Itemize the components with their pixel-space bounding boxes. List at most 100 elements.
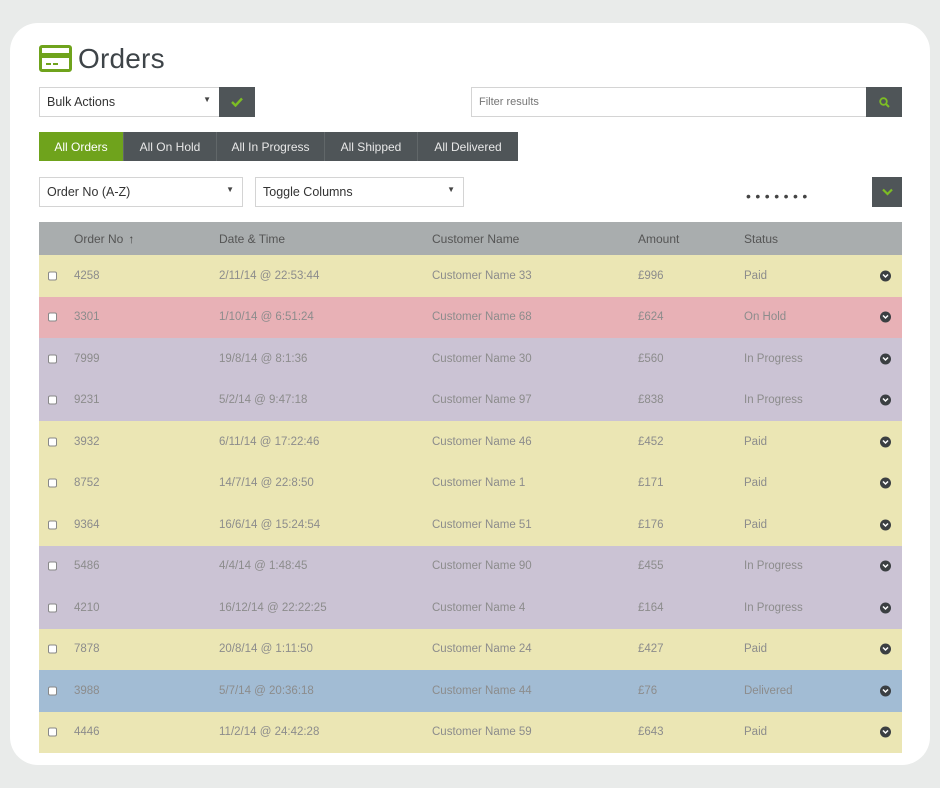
bulk-actions-label: Bulk Actions [47, 95, 116, 109]
row-checkbox[interactable] [48, 312, 57, 322]
cell-status: Paid [744, 726, 768, 739]
tab-all-shipped[interactable]: All Shipped [325, 132, 418, 161]
table-row: 8752 14/7/14 @ 22:8:50 Customer Name 1 £171… [39, 462, 902, 504]
cell-date-time: 16/12/14 @ 22:22:25 [219, 601, 327, 614]
orders-table: Order No ↑ Date & Time Customer Name Amou… [39, 222, 902, 753]
credit-card-icon [39, 45, 72, 72]
row-checkbox[interactable] [48, 644, 57, 654]
cell-date-time: 16/6/14 @ 15:24:54 [219, 518, 321, 531]
chevron-circle-icon[interactable] [880, 685, 891, 697]
header-customer-name[interactable]: Customer Name [432, 231, 520, 246]
cell-date-time: 6/11/14 @ 17:22:46 [219, 435, 320, 448]
chevron-circle-icon[interactable] [880, 353, 891, 365]
cell-amount: £560 [638, 352, 664, 365]
toggle-columns-select[interactable]: Toggle Columns ▼ [255, 177, 464, 207]
cell-status: Delivered [744, 684, 793, 697]
header-date-time[interactable]: Date & Time [219, 231, 286, 246]
status-tabs: All Orders All On Hold All In Progress A… [39, 132, 518, 161]
filter-input[interactable] [471, 87, 867, 117]
tab-all-delivered[interactable]: All Delivered [418, 132, 518, 161]
chevron-circle-icon[interactable] [880, 270, 891, 282]
chevron-circle-icon[interactable] [880, 643, 891, 655]
cell-amount: £171 [638, 477, 664, 490]
header-order-no[interactable]: Order No ↑ [74, 232, 134, 246]
caret-down-icon: ▼ [203, 95, 211, 104]
cell-status: Paid [744, 435, 768, 448]
cell-customer-name: Customer Name 97 [432, 394, 532, 407]
chevron-circle-icon[interactable] [880, 436, 891, 448]
cell-customer-name: Customer Name 44 [432, 684, 532, 697]
table-row: 9231 5/2/14 @ 9:47:18 Customer Name 97 £838… [39, 379, 902, 421]
cell-status: Paid [744, 518, 768, 531]
cell-order-no: 4210 [74, 601, 100, 614]
cell-amount: £452 [638, 435, 664, 448]
chevron-circle-icon[interactable] [880, 560, 891, 572]
search-icon [878, 96, 890, 108]
row-checkbox[interactable] [48, 478, 57, 488]
chevron-down-icon [881, 188, 893, 196]
cell-amount: £164 [638, 601, 664, 614]
cell-date-time: 11/2/14 @ 24:42:28 [219, 726, 320, 739]
expand-button[interactable] [872, 177, 902, 207]
cell-customer-name: Customer Name 30 [432, 352, 532, 365]
table-row: 4210 16/12/14 @ 22:22:25 Customer Name 4 £1… [39, 587, 902, 629]
chevron-circle-icon[interactable] [880, 311, 891, 323]
cell-amount: £455 [638, 560, 664, 573]
cell-amount: £838 [638, 394, 664, 407]
row-checkbox[interactable] [48, 354, 57, 364]
tab-all-on-hold[interactable]: All On Hold [124, 132, 217, 161]
cell-date-time: 4/4/14 @ 1:48:45 [219, 560, 308, 573]
cell-customer-name: Customer Name 59 [432, 726, 532, 739]
cell-customer-name: Customer Name 1 [432, 477, 526, 490]
chevron-circle-icon[interactable] [880, 726, 891, 738]
cell-customer-name: Customer Name 33 [432, 269, 532, 282]
apply-bulk-button[interactable] [219, 87, 255, 117]
cell-customer-name: Customer Name 90 [432, 560, 532, 573]
cell-order-no: 3301 [74, 311, 100, 324]
tab-all-in-progress[interactable]: All In Progress [217, 132, 325, 161]
row-checkbox[interactable] [48, 727, 57, 737]
cell-date-time: 5/2/14 @ 9:47:18 [219, 394, 308, 407]
header-amount[interactable]: Amount [638, 231, 680, 246]
chevron-circle-icon[interactable] [880, 602, 891, 614]
orders-panel: Orders Bulk Actions ▼ All Orders All On … [10, 23, 930, 765]
page-title: Orders [78, 43, 165, 74]
cell-status: Paid [744, 477, 768, 490]
table-row: 4446 11/2/14 @ 24:42:28 Customer Name 59 £6… [39, 711, 902, 753]
chevron-circle-icon[interactable] [880, 519, 891, 531]
row-checkbox[interactable] [48, 395, 57, 405]
header-status[interactable]: Status [744, 231, 779, 246]
tab-all-orders[interactable]: All Orders [39, 132, 124, 161]
table-row: 3988 5/7/14 @ 20:36:18 Customer Name 44 £76… [39, 670, 902, 712]
cell-amount: £643 [638, 726, 664, 739]
chevron-circle-icon[interactable] [880, 477, 891, 489]
row-checkbox[interactable] [48, 271, 57, 281]
cell-order-no: 4446 [74, 726, 100, 739]
row-checkbox[interactable] [48, 686, 57, 696]
cell-date-time: 2/11/14 @ 22:53:44 [219, 269, 320, 282]
caret-down-icon: ▼ [226, 185, 234, 194]
toggle-columns-label: Toggle Columns [263, 185, 353, 199]
sort-select[interactable]: Order No (A-Z) ▼ [39, 177, 243, 207]
cell-date-time: 19/8/14 @ 8:1:36 [219, 352, 308, 365]
cell-order-no: 4258 [74, 269, 100, 282]
bulk-actions-select[interactable]: Bulk Actions ▼ [39, 87, 220, 117]
cell-order-no: 3988 [74, 684, 100, 697]
cell-order-no: 7999 [74, 352, 100, 365]
chevron-circle-icon[interactable] [880, 394, 891, 406]
cell-customer-name: Customer Name 24 [432, 643, 532, 656]
search-button[interactable] [866, 87, 902, 117]
row-checkbox[interactable] [48, 520, 57, 530]
row-checkbox[interactable] [48, 561, 57, 571]
cell-date-time: 1/10/14 @ 6:51:24 [219, 311, 314, 324]
cell-customer-name: Customer Name 4 [432, 601, 526, 614]
cell-order-no: 8752 [74, 477, 100, 490]
cell-status: In Progress [744, 601, 803, 614]
cell-amount: £996 [638, 269, 664, 282]
cell-status: Paid [744, 643, 768, 656]
table-row: 3932 6/11/14 @ 17:22:46 Customer Name 46 £4… [39, 421, 902, 463]
row-checkbox[interactable] [48, 603, 57, 613]
more-options-dots[interactable]: ••••••• [746, 188, 812, 204]
table-row: 4258 2/11/14 @ 22:53:44 Customer Name 33 £9… [39, 255, 902, 297]
row-checkbox[interactable] [48, 437, 57, 447]
